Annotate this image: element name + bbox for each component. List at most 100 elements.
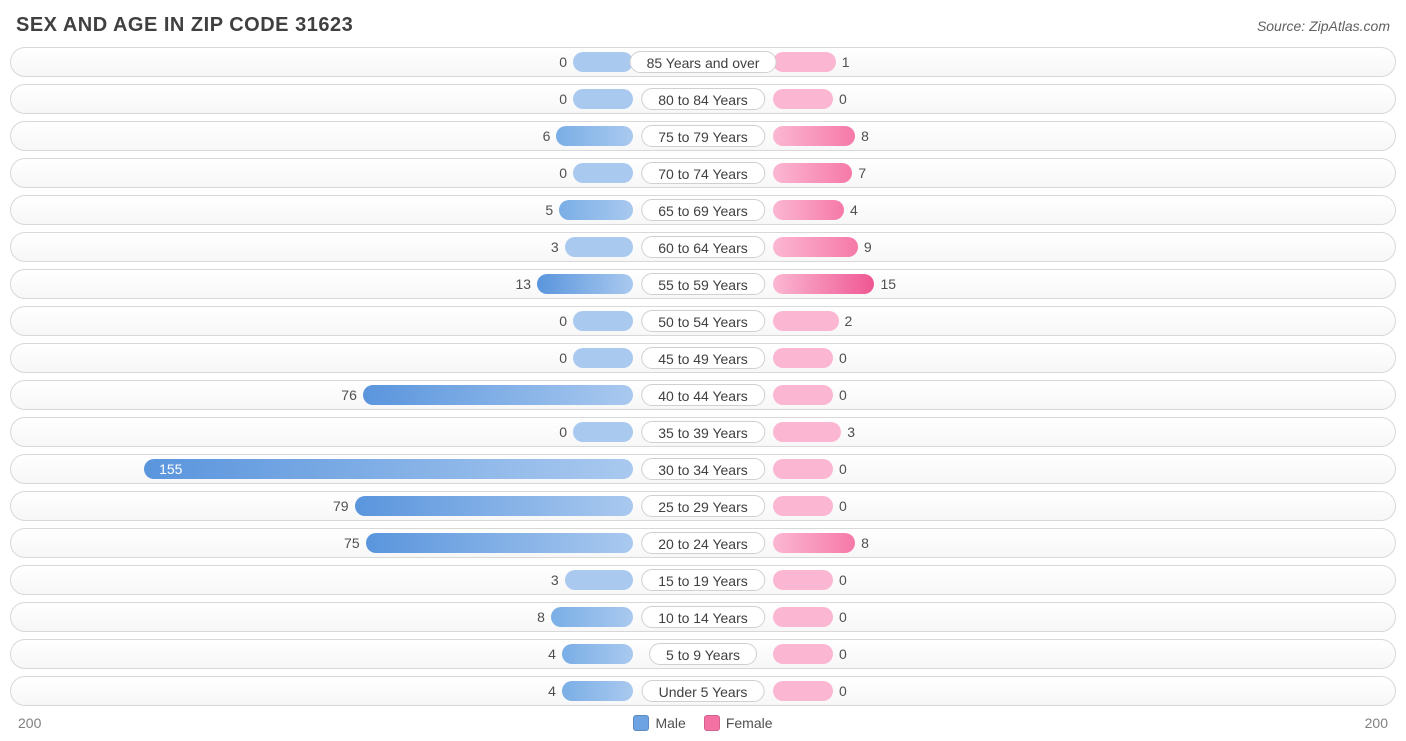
female-value: 0 xyxy=(839,603,847,631)
chart-title: SEX AND AGE IN ZIP CODE 31623 xyxy=(16,14,353,37)
age-group-label: 50 to 54 Years xyxy=(641,310,765,332)
chart-row: 10 to 14 Years 8 0 xyxy=(10,602,1396,632)
chart-row: 80 to 84 Years00 xyxy=(10,84,1396,114)
chart-row: 55 to 59 Years1315 xyxy=(10,269,1396,299)
male-value: 75 xyxy=(344,529,360,557)
chart-footer: 200 Male Female 200 xyxy=(10,713,1396,731)
age-group-label: 55 to 59 Years xyxy=(641,273,765,295)
population-pyramid-chart: 85 Years and over0180 to 84 Years0075 to… xyxy=(10,47,1396,706)
age-group-label: 60 to 64 Years xyxy=(641,236,765,258)
chart-row: 60 to 64 Years 3 9 xyxy=(10,232,1396,262)
female-value: 3 xyxy=(847,418,855,446)
female-bar xyxy=(773,681,833,701)
chart-row: 20 to 24 Years758 xyxy=(10,528,1396,558)
male-value: 4 xyxy=(548,640,556,668)
chart-row: 25 to 29 Years 79 0 xyxy=(10,491,1396,521)
age-group-label: 45 to 49 Years xyxy=(641,347,765,369)
legend-female-label: Female xyxy=(726,715,773,731)
legend-male-label: Male xyxy=(655,715,685,731)
chart-header: SEX AND AGE IN ZIP CODE 31623 Source: Zi… xyxy=(10,10,1396,47)
chart-row: 50 to 54 Years02 xyxy=(10,306,1396,336)
male-bar xyxy=(556,126,633,146)
legend-male-swatch xyxy=(633,715,649,731)
chart-row: 5 to 9 Years 4 0 xyxy=(10,639,1396,669)
age-group-label: 5 to 9 Years xyxy=(649,643,757,665)
female-value: 0 xyxy=(839,566,847,594)
chart-row: 85 Years and over 0 1 xyxy=(10,47,1396,77)
male-value: 3 xyxy=(551,566,559,594)
chart-row: 65 to 69 Years54 xyxy=(10,195,1396,225)
male-value: 3 xyxy=(551,233,559,261)
male-bar xyxy=(363,385,633,405)
male-bar xyxy=(573,348,633,368)
age-group-label: 15 to 19 Years xyxy=(641,569,765,591)
male-bar xyxy=(559,200,633,220)
female-bar xyxy=(773,311,839,331)
female-value: 7 xyxy=(858,159,866,187)
axis-right-max: 200 xyxy=(1365,715,1388,731)
male-bar xyxy=(573,422,633,442)
female-value: 0 xyxy=(839,344,847,372)
age-group-label: 85 Years and over xyxy=(630,51,777,73)
female-bar xyxy=(773,89,833,109)
female-value: 0 xyxy=(839,455,847,483)
male-bar xyxy=(144,459,633,479)
legend: Male Female xyxy=(633,715,772,731)
male-bar xyxy=(366,533,633,553)
male-value: 79 xyxy=(333,492,349,520)
male-value: 0 xyxy=(559,344,567,372)
female-bar xyxy=(773,385,833,405)
female-bar xyxy=(773,274,874,294)
age-group-label: 25 to 29 Years xyxy=(641,495,765,517)
female-value: 4 xyxy=(850,196,858,224)
legend-male: Male xyxy=(633,715,685,731)
male-bar xyxy=(573,163,633,183)
chart-row: 70 to 74 Years 0 7 xyxy=(10,158,1396,188)
female-bar xyxy=(773,163,852,183)
female-value: 8 xyxy=(861,529,869,557)
age-group-label: 80 to 84 Years xyxy=(641,88,765,110)
age-group-label: 75 to 79 Years xyxy=(641,125,765,147)
chart-row: 40 to 44 Years760 xyxy=(10,380,1396,410)
male-bar xyxy=(573,89,633,109)
male-bar xyxy=(573,52,633,72)
female-bar xyxy=(773,533,855,553)
male-value: 155 xyxy=(149,455,192,483)
male-bar xyxy=(565,570,633,590)
age-group-label: 40 to 44 Years xyxy=(641,384,765,406)
chart-row: 35 to 39 Years 0 3 xyxy=(10,417,1396,447)
male-value: 8 xyxy=(537,603,545,631)
age-group-label: 70 to 74 Years xyxy=(641,162,765,184)
male-value: 0 xyxy=(559,48,567,76)
age-group-label: 65 to 69 Years xyxy=(641,199,765,221)
male-value: 0 xyxy=(559,307,567,335)
chart-row: 45 to 49 Years 0 0 xyxy=(10,343,1396,373)
male-bar xyxy=(537,274,633,294)
female-value: 0 xyxy=(839,640,847,668)
female-value: 8 xyxy=(861,122,869,150)
age-group-label: 10 to 14 Years xyxy=(641,606,765,628)
female-bar xyxy=(773,126,855,146)
age-group-label: 30 to 34 Years xyxy=(641,458,765,480)
female-value: 9 xyxy=(864,233,872,261)
female-value: 15 xyxy=(880,270,896,298)
male-bar xyxy=(562,644,633,664)
female-value: 1 xyxy=(842,48,850,76)
female-value: 0 xyxy=(839,677,847,705)
male-bar xyxy=(551,607,633,627)
male-value: 6 xyxy=(543,122,551,150)
male-value: 76 xyxy=(341,381,357,409)
male-value: 0 xyxy=(559,418,567,446)
female-value: 0 xyxy=(839,492,847,520)
female-bar xyxy=(773,496,833,516)
male-value: 0 xyxy=(559,85,567,113)
female-bar xyxy=(773,570,833,590)
female-bar xyxy=(773,237,858,257)
chart-row: 15 to 19 Years 3 0 xyxy=(10,565,1396,595)
chart-row: 30 to 34 Years 155 0 xyxy=(10,454,1396,484)
chart-source: Source: ZipAtlas.com xyxy=(1257,18,1390,34)
male-value: 0 xyxy=(559,159,567,187)
age-group-label: 35 to 39 Years xyxy=(641,421,765,443)
female-bar xyxy=(773,200,844,220)
legend-female-swatch xyxy=(704,715,720,731)
